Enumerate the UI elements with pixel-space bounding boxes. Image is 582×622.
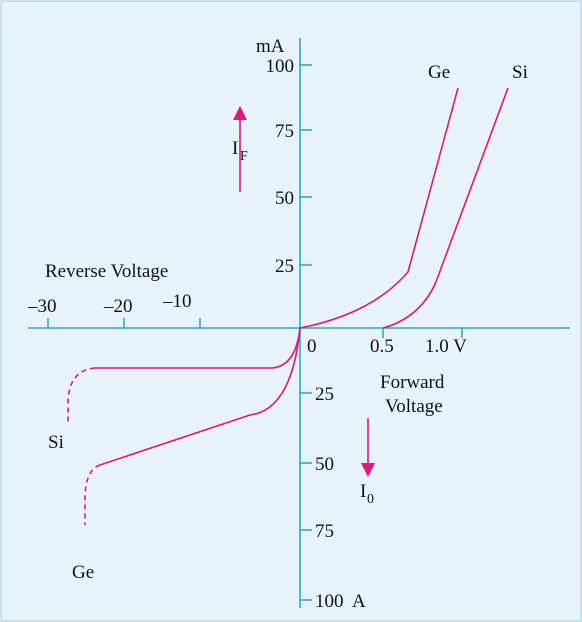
tick-label: 50 [275,188,294,209]
tick-label: 75 [315,521,334,542]
si-forward-curve [382,87,509,329]
tick-label: 0 [307,336,317,357]
if-label: I [232,138,238,159]
curve-label: Ge [428,62,450,83]
curve-label: Si [512,62,528,83]
si-breakdown [67,367,96,425]
tick-label: 75 [275,121,294,142]
if-subscript: F [240,149,248,164]
ge-forward-curve [299,87,459,329]
tick-label: 25 [315,384,334,405]
tick-label: 50 [315,454,334,475]
tick-label: 0.5 [370,336,394,357]
tick-label: 1.0 V [425,336,467,357]
tick-label: –30 [27,296,57,317]
tick-label: 25 [275,256,294,277]
i0-label: I [360,481,366,502]
tick-label: –10 [162,291,192,312]
forward-voltage-label: Forward [380,372,445,393]
ge-reverse-curve [99,327,301,466]
curve-label: Si [48,432,64,453]
y-unit: mA [256,36,285,57]
ge-breakdown [84,464,101,525]
forward-voltage-label: Voltage [385,396,443,417]
curve-label: Ge [72,562,94,583]
ticks [47,64,463,601]
i0-subscript: 0 [367,492,374,507]
if-arrowhead [233,106,247,120]
reverse-voltage-label: Reverse Voltage [45,261,168,282]
i0-arrowhead [361,463,375,477]
tick-label: 100 [266,56,295,77]
tick-label: –20 [103,296,133,317]
tick-label: 100 A [315,591,366,612]
